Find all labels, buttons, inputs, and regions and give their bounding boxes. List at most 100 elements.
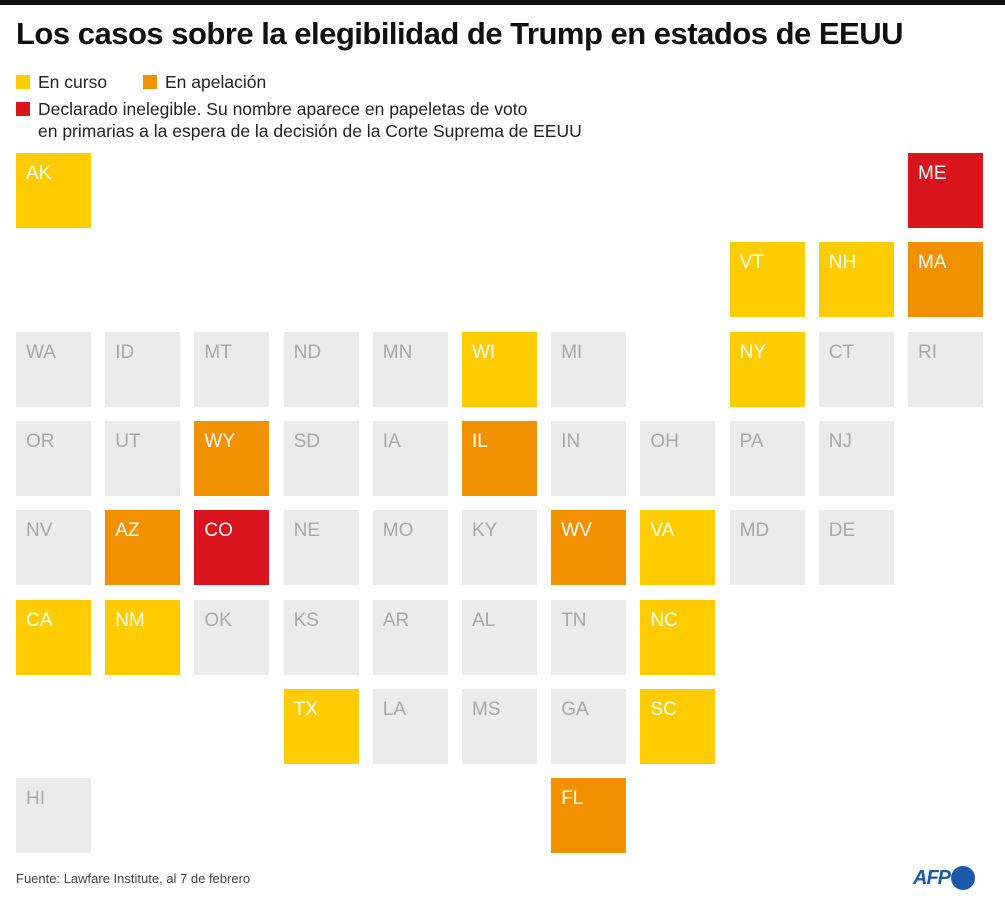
state-tile-va: VA <box>640 510 716 586</box>
state-tile-mo: MO <box>372 510 448 586</box>
state-code: NJ <box>828 430 853 452</box>
legend-swatch-red <box>16 102 30 116</box>
state-code: KY <box>472 520 498 542</box>
state-code: AZ <box>115 520 140 542</box>
state-code: MA <box>918 252 947 274</box>
afp-logo: AFP <box>913 866 975 890</box>
state-code: WV <box>561 520 592 542</box>
state-tile-sd: SD <box>283 420 359 496</box>
legend-label: En curso <box>38 72 108 92</box>
state-tile-ar: AR <box>372 599 448 675</box>
state-tile-ga: GA <box>551 688 627 764</box>
state-code: NH <box>828 252 857 274</box>
legend-inelegible: Declarado inelegible. Su nombre aparece … <box>16 98 582 142</box>
legend-line-1: Declarado inelegible. Su nombre aparece … <box>38 99 528 119</box>
state-tile-nh: NH <box>818 242 894 318</box>
state-tile-la: LA <box>372 688 448 764</box>
state-tile-ny: NY <box>729 331 805 407</box>
state-tile-fl: FL <box>551 778 627 854</box>
state-tile-md: MD <box>729 510 805 586</box>
state-code: HI <box>26 788 45 810</box>
state-tile-vt: VT <box>729 242 805 318</box>
source-note: Fuente: Lawfare Institute, al 7 de febre… <box>16 871 251 886</box>
legend-label: En apelación <box>165 72 267 92</box>
logo-circle-icon <box>951 866 975 890</box>
state-tile-de: DE <box>818 510 894 586</box>
state-code: SC <box>650 698 677 720</box>
state-code: NC <box>650 609 678 631</box>
state-tile-or: OR <box>16 420 91 496</box>
state-code: CA <box>26 609 53 631</box>
state-code: NV <box>26 520 53 542</box>
state-tile-ri: RI <box>908 331 983 407</box>
state-code: CT <box>828 341 855 363</box>
state-tile-tx: TX <box>283 688 359 764</box>
state-code: MN <box>382 341 413 363</box>
state-tile-wi: WI <box>462 331 537 407</box>
state-code: IA <box>382 430 401 452</box>
state-tile-co: CO <box>194 510 270 586</box>
legend-apelacion: En apelación <box>143 71 266 93</box>
legend-line-2: en primarias a la espera de la decisión … <box>38 121 582 141</box>
state-code: ME <box>918 163 947 184</box>
state-code: IN <box>561 430 581 452</box>
state-tile-in: IN <box>551 420 627 496</box>
state-tile-ms: MS <box>462 688 537 764</box>
state-tile-mi: MI <box>551 331 627 407</box>
state-code: FL <box>561 788 584 810</box>
state-code: CO <box>204 520 233 542</box>
state-tile-nd: ND <box>283 331 359 407</box>
state-tile-hi: HI <box>16 778 91 854</box>
state-code: ND <box>293 341 322 363</box>
state-code: WA <box>26 341 56 363</box>
state-code: RI <box>918 341 937 363</box>
state-tile-sc: SC <box>640 688 716 764</box>
state-code: WI <box>472 341 496 363</box>
state-tile-mt: MT <box>194 331 270 407</box>
logo-text: AFP <box>913 866 951 889</box>
state-tile-nm: NM <box>105 599 181 675</box>
state-code: VA <box>650 520 675 542</box>
state-tile-wy: WY <box>194 420 270 496</box>
state-code: NY <box>739 341 766 363</box>
state-tile-ia: IA <box>372 420 448 496</box>
state-tile-id: ID <box>105 331 181 407</box>
legend-swatch-orange <box>143 75 157 89</box>
state-code: IL <box>472 430 488 452</box>
state-code: VT <box>739 252 764 274</box>
state-tile-pa: PA <box>729 420 805 496</box>
state-tile-wv: WV <box>551 510 627 586</box>
state-code: MI <box>561 341 583 363</box>
state-code: DE <box>828 520 856 542</box>
state-code: LA <box>382 698 407 720</box>
state-tile-ca: CA <box>16 599 91 675</box>
state-code: OH <box>650 430 679 452</box>
state-tile-ne: NE <box>283 510 359 586</box>
state-code: WY <box>204 430 235 452</box>
state-tile-ut: UT <box>105 420 181 496</box>
state-tile-il: IL <box>462 420 537 496</box>
state-code: MS <box>472 698 501 720</box>
state-code: UT <box>115 430 141 452</box>
legend-swatch-yellow <box>16 75 30 89</box>
state-code: NE <box>293 520 320 542</box>
state-tile-nv: NV <box>16 510 91 586</box>
state-code: SD <box>293 430 320 452</box>
state-code: AL <box>472 609 496 631</box>
state-code: MD <box>739 520 770 542</box>
state-code: OK <box>204 609 232 631</box>
state-code: ID <box>115 341 135 363</box>
state-tile-tn: TN <box>551 599 627 675</box>
state-code: KS <box>293 609 319 631</box>
state-tile-oh: OH <box>640 420 716 496</box>
state-code: OR <box>26 430 55 452</box>
state-tile-mn: MN <box>372 331 448 407</box>
state-code: AK <box>26 163 52 184</box>
state-code: MO <box>382 520 414 542</box>
state-code: NM <box>115 609 145 631</box>
state-tile-ok: OK <box>194 599 270 675</box>
state-tile-ct: CT <box>818 331 894 407</box>
state-tile-az: AZ <box>105 510 181 586</box>
state-tile-nc: NC <box>640 599 716 675</box>
